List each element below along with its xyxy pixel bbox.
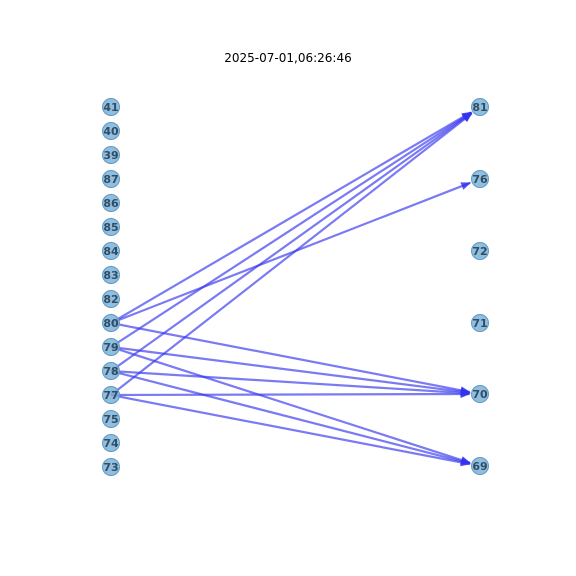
node-label: 40 — [103, 125, 119, 138]
node-87: 87 — [102, 170, 120, 188]
node-label: 82 — [103, 293, 118, 306]
nodes-layer: 41 40 39 87 86 85 84 83 82 80 79 78 77 75 74 73 81 76 72 71… — [102, 98, 489, 476]
node-circle — [102, 338, 120, 356]
node-76: 76 — [471, 170, 489, 188]
node-circle — [102, 410, 120, 428]
node-79: 79 — [102, 338, 120, 356]
edge-78-to-81 — [110, 112, 473, 372]
node-label: 72 — [472, 245, 487, 258]
node-circle — [102, 122, 120, 140]
node-circle — [102, 98, 120, 116]
node-69: 69 — [471, 457, 489, 475]
edge-77-to-70 — [110, 390, 471, 399]
node-circle — [102, 290, 120, 308]
node-81: 81 — [471, 98, 489, 116]
edge-79-to-81 — [110, 111, 473, 348]
node-circle — [102, 434, 120, 452]
node-label: 76 — [472, 173, 488, 186]
node-70: 70 — [471, 385, 489, 403]
node-78: 78 — [102, 362, 120, 380]
edge-80-to-81 — [110, 111, 472, 324]
node-circle — [102, 194, 120, 212]
node-circle — [102, 266, 120, 284]
node-circle — [102, 242, 120, 260]
node-circle — [102, 314, 120, 332]
node-86: 86 — [102, 194, 120, 212]
node-circle — [102, 362, 120, 380]
node-label: 77 — [103, 389, 118, 402]
node-label: 87 — [103, 173, 118, 186]
node-74: 74 — [102, 434, 120, 452]
edges-layer — [110, 111, 473, 467]
node-label: 79 — [103, 341, 118, 354]
node-71: 71 — [471, 314, 489, 332]
node-77: 77 — [102, 386, 120, 404]
edge-77-to-81 — [110, 112, 473, 396]
node-label: 80 — [103, 317, 119, 330]
node-label: 71 — [472, 317, 487, 330]
edge-78-to-70 — [110, 369, 471, 397]
node-circle — [102, 458, 120, 476]
node-label: 78 — [103, 365, 118, 378]
node-circle — [102, 386, 120, 404]
edge-80-to-76 — [110, 181, 472, 325]
node-72: 72 — [471, 242, 489, 260]
node-73: 73 — [102, 458, 120, 476]
edge-80-to-70 — [110, 321, 471, 395]
node-label: 39 — [103, 149, 118, 162]
edge-79-to-69 — [110, 345, 471, 464]
edge-78-to-69 — [110, 369, 471, 466]
node-circle — [471, 170, 489, 188]
node-41: 41 — [102, 98, 120, 116]
node-label: 41 — [103, 101, 118, 114]
node-82: 82 — [102, 290, 120, 308]
node-83: 83 — [102, 266, 120, 284]
node-circle — [102, 146, 120, 164]
node-circle — [471, 98, 489, 116]
node-39: 39 — [102, 146, 120, 164]
node-85: 85 — [102, 218, 120, 236]
node-80: 80 — [102, 314, 120, 332]
edge-77-to-69 — [110, 393, 471, 467]
node-84: 84 — [102, 242, 120, 260]
node-circle — [471, 457, 489, 475]
node-label: 74 — [103, 437, 119, 450]
node-label: 73 — [103, 461, 118, 474]
node-75: 75 — [102, 410, 120, 428]
node-circle — [471, 385, 489, 403]
node-40: 40 — [102, 122, 120, 140]
node-circle — [102, 218, 120, 236]
node-label: 75 — [103, 413, 118, 426]
node-label: 86 — [103, 197, 119, 210]
node-label: 69 — [472, 460, 487, 473]
node-label: 70 — [472, 388, 488, 401]
edge-79-to-70 — [110, 345, 471, 396]
node-circle — [102, 170, 120, 188]
node-label: 85 — [103, 221, 118, 234]
node-label: 83 — [103, 269, 118, 282]
node-circle — [471, 242, 489, 260]
page-title: 2025-07-01,06:26:46 — [224, 51, 352, 65]
node-circle — [471, 314, 489, 332]
node-label: 81 — [472, 101, 487, 114]
node-label: 84 — [103, 245, 119, 258]
